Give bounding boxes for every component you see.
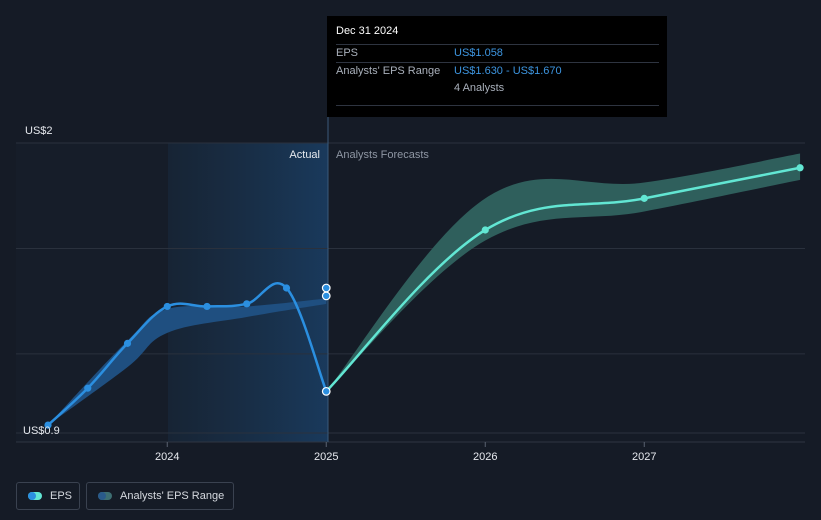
legend-range-label: Analysts' EPS Range [120, 490, 225, 502]
eps-point-actual [243, 300, 251, 308]
eps-line-forecast [325, 166, 801, 393]
tooltip-range-label: Analysts' EPS Range [336, 65, 441, 77]
y-label-top: US$2 [25, 125, 53, 137]
eps-point-actual [203, 302, 211, 311]
x-tick-label: 2025 [314, 451, 338, 463]
actual-label: Actual [289, 149, 320, 161]
range-swatch-icon [98, 492, 112, 500]
tooltip-spacer [336, 80, 454, 97]
legend-eps-label: EPS [50, 490, 73, 502]
gridlines [16, 142, 805, 443]
tooltip-divider [336, 105, 659, 106]
eps-point-actual [44, 421, 52, 429]
x-tick-label: 2026 [473, 451, 497, 463]
current-eps-point [321, 386, 331, 396]
legend-eps[interactable]: EPS [16, 482, 80, 510]
highlight-point [321, 283, 331, 293]
forecast-range-band [326, 153, 801, 392]
tooltip-eps-value: US$1.058 [454, 47, 503, 59]
actual-shaded-region [168, 143, 328, 442]
tooltip-eps-label: EPS [336, 47, 359, 59]
y-label-bottom: US$0.9 [23, 425, 60, 437]
eps-point-actual [282, 284, 291, 292]
highlight-point [321, 291, 331, 301]
tooltip-range-value: US$1.630 - US$1.670 [454, 65, 562, 77]
tooltip-analysts: 4 Analysts [454, 82, 505, 94]
eps-point-actual [84, 384, 92, 392]
actual-range-band [48, 298, 327, 426]
eps-point-actual [123, 339, 132, 347]
eps-point-forecast [481, 226, 489, 234]
eps-point-forecast [640, 194, 648, 202]
x-tick-label: 2024 [155, 451, 179, 463]
x-ticks: 2024 2025 2026 2027 [155, 442, 656, 463]
eps-point-actual [163, 302, 171, 311]
eps-point-forecast [796, 164, 804, 172]
forecast-label: Analysts Forecasts [336, 149, 429, 161]
past-background [16, 143, 168, 442]
tooltip-date: Dec 31 2024 [336, 25, 399, 37]
axis-labels: US$2 US$0.9 Actual Analysts Forecasts [23, 125, 429, 437]
eps-points [44, 164, 804, 429]
x-tick-label: 2027 [632, 451, 656, 463]
legend-range[interactable]: Analysts' EPS Range [86, 482, 234, 510]
eps-swatch-icon [28, 492, 42, 500]
tooltip: Dec 31 2024 EPS US$1.058 Analysts' EPS R… [327, 16, 667, 117]
